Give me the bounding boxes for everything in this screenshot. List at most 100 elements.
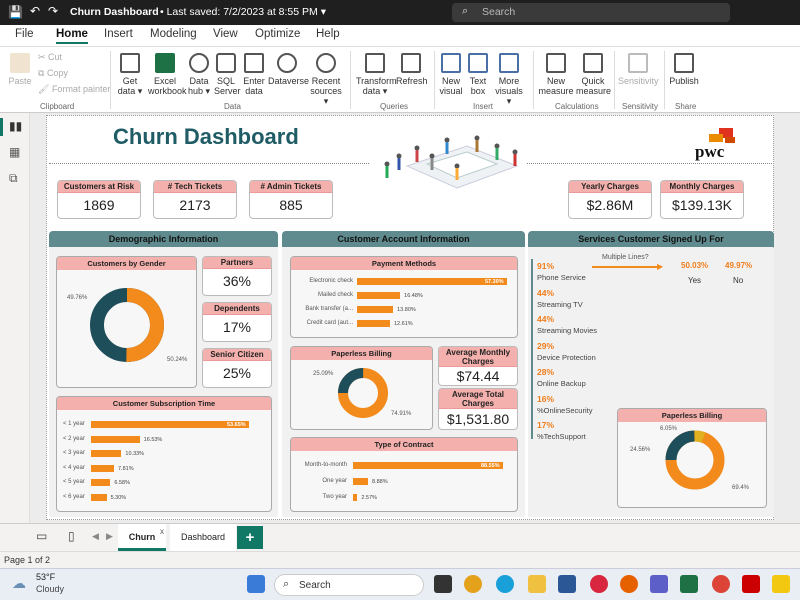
- services-accent-line: [531, 259, 533, 439]
- multiple-lines-no: No: [733, 276, 744, 285]
- payment-chart[interactable]: Payment Methods Electronic check 57.30% Ma…: [290, 256, 518, 338]
- contract-chart[interactable]: Type of Contract Month-to-month 88.55% One…: [290, 437, 518, 512]
- prev-page-icon[interactable]: ◀: [92, 531, 99, 541]
- transform-data-button[interactable]: Transform data ▾: [356, 53, 397, 96]
- close-tab-icon[interactable]: x: [160, 527, 164, 536]
- excel-taskbar-icon[interactable]: [680, 575, 698, 593]
- add-page-button[interactable]: +: [237, 526, 263, 549]
- recent-sources-button[interactable]: Recent sources ▾: [308, 53, 344, 106]
- bar-value: 16.53%: [143, 436, 163, 443]
- separator: [110, 51, 111, 109]
- sql-server-button[interactable]: SQL Server: [214, 53, 241, 96]
- excel-icon: [155, 53, 175, 73]
- bar[interactable]: [357, 278, 507, 285]
- dataverse-button[interactable]: Dataverse: [268, 53, 309, 86]
- windows-start-icon[interactable]: [247, 575, 265, 593]
- chrome-icon[interactable]: [464, 575, 482, 593]
- menu-view[interactable]: View: [213, 28, 238, 40]
- new-measure-button[interactable]: New measure: [538, 53, 574, 96]
- subscription-chart[interactable]: Customer Subscription Time < 1 year 53.65…: [56, 396, 272, 512]
- bar-label: < 4 year: [63, 464, 85, 471]
- power-bi-icon[interactable]: [772, 575, 790, 593]
- bar[interactable]: [91, 493, 107, 501]
- copy-button[interactable]: ⧉ Copy: [38, 68, 68, 78]
- bar[interactable]: [91, 450, 122, 457]
- gender-donut: [90, 288, 164, 362]
- text-box-button[interactable]: Text box: [466, 53, 490, 96]
- paperless-chart-left[interactable]: Paperless Billing 25.09% 74.91%: [290, 346, 433, 430]
- bar-label: < 3 year: [63, 450, 85, 456]
- report-view-icon[interactable]: ▮▮: [9, 119, 23, 133]
- menu-modeling[interactable]: Modeling: [150, 28, 197, 40]
- save-icon[interactable]: 💾: [8, 5, 23, 19]
- mobile-layout-icon[interactable]: ▯: [68, 529, 75, 543]
- refresh-icon: [401, 53, 421, 73]
- file-explorer-icon[interactable]: [528, 575, 546, 593]
- tab-dashboard[interactable]: Dashboard: [170, 524, 236, 551]
- transform-icon: [365, 53, 385, 73]
- quick-measure-icon: [583, 53, 603, 73]
- store-icon[interactable]: [558, 575, 576, 593]
- bar[interactable]: [353, 494, 358, 501]
- bar-label: One year: [322, 478, 347, 484]
- bar[interactable]: [353, 478, 369, 485]
- menu-bar: File Home Insert Modeling View Optimize …: [0, 25, 800, 47]
- menu-home[interactable]: Home: [56, 28, 88, 44]
- menu-help[interactable]: Help: [316, 28, 340, 40]
- bar[interactable]: [91, 464, 114, 472]
- format-painter-button[interactable]: 🖌 Format painter: [38, 84, 111, 94]
- section-account: Customer Account Information: [282, 231, 525, 247]
- menu-insert[interactable]: Insert: [104, 28, 133, 40]
- partners-card: Partners 36%: [202, 256, 272, 296]
- model-view-icon[interactable]: ⧉: [9, 171, 18, 185]
- new-visual-button[interactable]: New visual: [438, 53, 464, 96]
- task-view-icon[interactable]: [434, 575, 452, 593]
- status-bar: Page 1 of 2: [0, 551, 800, 568]
- excel-button[interactable]: Excel workbook: [148, 53, 187, 96]
- more-visuals-icon: [499, 53, 519, 73]
- bar[interactable]: [353, 462, 503, 469]
- redo-icon[interactable]: ↷: [48, 4, 59, 18]
- bar[interactable]: [357, 320, 390, 327]
- table-view-icon[interactable]: ▦: [9, 145, 21, 159]
- edge-icon[interactable]: [496, 575, 514, 593]
- menu-file[interactable]: File: [15, 28, 34, 40]
- gender-chart[interactable]: Customers by Gender 49.76% 50.24%: [56, 256, 197, 388]
- tab-churn[interactable]: Churn: [118, 524, 166, 551]
- chrome-profile-icon[interactable]: [712, 575, 730, 593]
- next-page-icon[interactable]: ▶: [106, 531, 113, 541]
- data-hub-button[interactable]: Data hub ▾: [186, 53, 212, 96]
- bar[interactable]: [91, 435, 140, 443]
- opera-icon[interactable]: [590, 575, 608, 593]
- bar[interactable]: [91, 479, 111, 486]
- paste-button[interactable]: Paste: [6, 53, 34, 86]
- menu-optimize[interactable]: Optimize: [255, 28, 301, 40]
- enter-data-button[interactable]: Enter data: [242, 53, 266, 96]
- cut-button[interactable]: ✂ Cut: [38, 52, 63, 62]
- get-data-button[interactable]: Get data ▾: [116, 53, 144, 96]
- more-visuals-button[interactable]: More visuals ▾: [492, 53, 526, 106]
- separator: [533, 51, 534, 109]
- kpi-customers-at-risk: Customers at Risk 1869: [57, 180, 141, 219]
- sensitivity-button[interactable]: Sensitivity: [618, 53, 659, 86]
- teams-icon[interactable]: [650, 575, 668, 593]
- bar[interactable]: [357, 306, 394, 313]
- undo-icon[interactable]: ↶: [30, 4, 41, 18]
- quick-measure-button[interactable]: Quick measure: [576, 53, 611, 96]
- paperless-donut-left: [338, 368, 388, 418]
- acrobat-icon[interactable]: [742, 575, 760, 593]
- database-icon: [120, 53, 140, 73]
- bar-value: 7.81%: [118, 465, 134, 472]
- paperless-chart-right[interactable]: Paperless Billing 6.05% 24.56% 69.4%: [617, 408, 767, 508]
- taskbar-search[interactable]: ⌕ Search: [274, 574, 424, 596]
- bar-value: 16.48%: [404, 293, 423, 299]
- firefox-icon[interactable]: [620, 575, 638, 593]
- desktop-layout-icon[interactable]: ▭: [36, 529, 48, 543]
- search-box[interactable]: ⌕ Search: [452, 3, 730, 22]
- calculator-icon: [546, 53, 566, 73]
- refresh-button[interactable]: Refresh: [396, 53, 428, 86]
- publish-button[interactable]: Publish: [668, 53, 700, 86]
- bar[interactable]: [357, 292, 401, 299]
- paperless-donut-right: [665, 430, 725, 490]
- bar[interactable]: [91, 421, 249, 428]
